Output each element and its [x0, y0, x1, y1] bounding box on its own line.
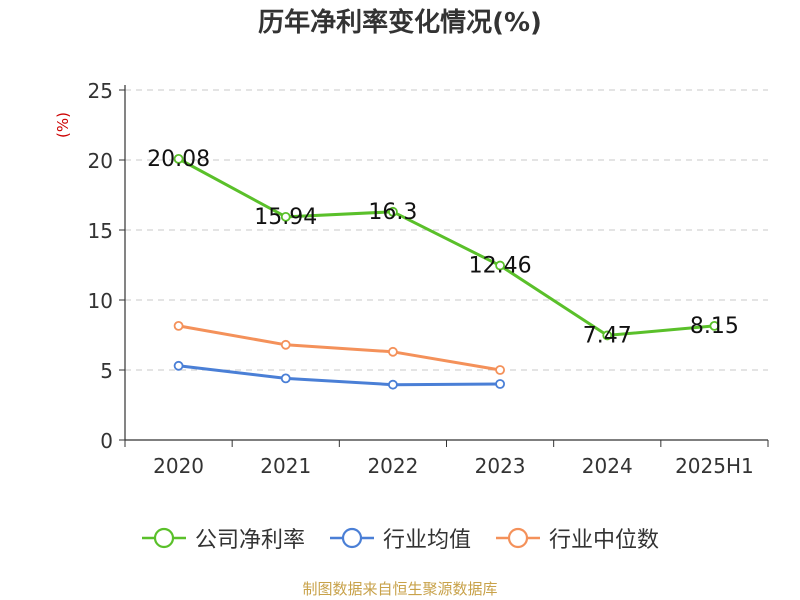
data-point: [280, 211, 291, 222]
series-line: [178, 324, 501, 372]
legend-item[interactable]: 公司净利率: [141, 522, 305, 554]
y-tick-label: 5: [100, 359, 113, 383]
data-label: 15.94: [254, 205, 317, 230]
data-point: [495, 260, 505, 271]
data-label: 8.15: [690, 314, 739, 339]
x-tick-label: 2024: [582, 454, 633, 478]
axes: 0 5 10 15 20 25 2020 2021 2022 2023 2024 2025H1: [88, 79, 769, 478]
data-label: 16.3: [368, 200, 417, 225]
y-tick-label: 20: [88, 149, 113, 173]
data-point: [602, 330, 613, 341]
data-point: [388, 379, 398, 390]
data-point: [173, 320, 184, 331]
legend-label: 行业中位数: [549, 528, 660, 553]
legend-marker-icon: [329, 527, 374, 549]
x-tick-label: 2021: [260, 454, 311, 478]
data-point: [280, 373, 291, 384]
series-layer: [173, 153, 720, 390]
source-note: 制图数据来自恒生聚源数据库: [302, 580, 498, 598]
legend-item[interactable]: 行业中位数: [495, 522, 659, 554]
data-point: [173, 360, 184, 371]
y-tick-label: 10: [88, 289, 113, 313]
legend: 公司净利率 行业均值 行业中位数: [0, 520, 800, 556]
data-point: [388, 206, 398, 217]
chart-title: 历年净利率变化情况(%): [258, 8, 542, 38]
data-point: [495, 365, 505, 375]
legend-label: 公司净利率: [194, 528, 305, 553]
data-point: [173, 153, 184, 164]
legend-marker-icon: [141, 527, 186, 549]
y-tick-label: 0: [100, 429, 113, 453]
legend-label: 行业均值: [382, 528, 471, 553]
legend-item[interactable]: 行业均值: [329, 522, 471, 554]
data-label: 7.47: [583, 323, 632, 348]
data-point: [495, 379, 505, 389]
series-line: [177, 157, 715, 337]
series-line: [178, 364, 501, 387]
y-tick-label: 15: [88, 219, 113, 243]
x-tick-label: 2020: [153, 454, 204, 478]
y-tick-label: 25: [88, 79, 113, 103]
data-point: [280, 339, 291, 350]
legend-marker-icon: [496, 527, 540, 549]
x-tick-label: 2023: [475, 454, 526, 478]
data-labels: 20.08 15.94 16.3 12.46 7.47 8.15: [147, 147, 739, 349]
x-tick-label: 2025H1: [675, 454, 754, 478]
data-point: [709, 320, 720, 331]
data-point: [388, 346, 398, 357]
data-label: 12.46: [469, 254, 532, 279]
x-tick-label: 2022: [367, 454, 418, 478]
data-label: 20.08: [147, 147, 210, 172]
grid-lines: [125, 89, 768, 371]
y-axis-label: (%): [54, 112, 72, 138]
